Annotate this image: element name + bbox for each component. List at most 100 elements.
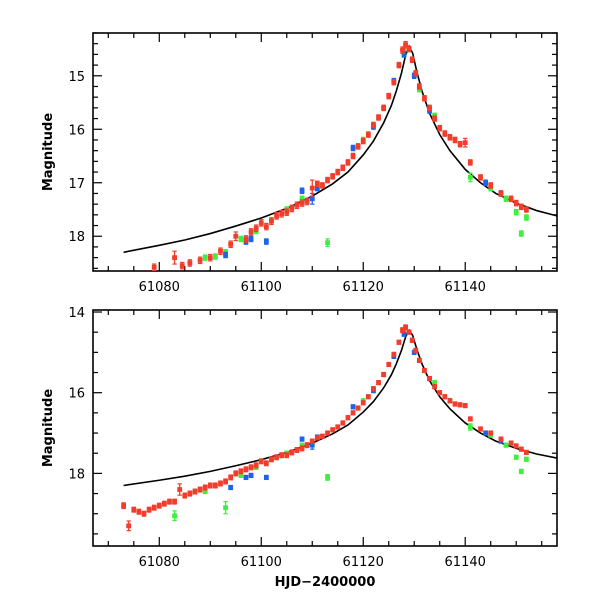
bottom-red-point: [437, 390, 443, 396]
top-red-point: [524, 207, 529, 212]
top-red-point: [314, 181, 320, 187]
top-red-point: [396, 62, 402, 68]
top-red-point: [248, 229, 254, 235]
top-red-point: [304, 199, 310, 204]
bottom-x-tick-label: 61140: [445, 555, 486, 570]
top-red-point: [403, 42, 408, 48]
top-red-point: [330, 173, 336, 179]
top-red-point: [360, 138, 366, 144]
bottom-panel: Magnitude HJD−2400000 61080 61100 61120 611…: [41, 306, 558, 590]
bottom-red-point: [136, 509, 142, 515]
top-red-point: [355, 143, 361, 149]
bottom-red-point: [202, 485, 208, 490]
bottom-red-point: [167, 499, 172, 505]
top-blue-point: [223, 252, 228, 258]
top-red-point: [478, 175, 483, 180]
bottom-green-point: [518, 468, 524, 474]
top-y-tick-label: 17: [68, 177, 85, 192]
bottom-red-point: [355, 405, 361, 411]
top-red-point: [442, 131, 448, 136]
bottom-green-point: [513, 454, 519, 460]
bottom-red-point: [126, 523, 132, 529]
bottom-xlabel: HJD−2400000: [275, 575, 376, 590]
bottom-red-point: [187, 491, 193, 496]
bottom-red-point: [403, 324, 408, 330]
bottom-red-point: [400, 327, 405, 333]
bottom-green-point: [524, 456, 529, 462]
bottom-red-point: [177, 487, 183, 492]
top-red-point: [447, 134, 453, 140]
bottom-green-point: [223, 505, 228, 511]
top-green-point: [325, 240, 330, 246]
top-red-point: [518, 204, 524, 210]
top-red-point: [406, 46, 412, 52]
bottom-red-point: [396, 339, 402, 345]
bottom-red-point: [381, 372, 387, 377]
bottom-red-point: [350, 410, 356, 416]
bottom-blue-point: [228, 485, 234, 490]
bottom-red-point: [309, 438, 315, 444]
top-x-tick-label: 61080: [139, 280, 180, 295]
bottom-red-point: [253, 462, 259, 468]
bottom-red-point: [274, 454, 279, 460]
top-red-point: [345, 160, 351, 165]
bottom-red-point: [223, 479, 228, 484]
bottom-red-point: [263, 460, 269, 466]
bottom-red-point: [182, 493, 188, 498]
bottom-red-point: [376, 380, 381, 386]
top-red-point: [197, 257, 203, 263]
top-red-point: [400, 47, 405, 53]
top-blue-point: [350, 145, 356, 151]
bottom-x-tick-label: 61100: [241, 555, 282, 570]
bottom-red-point: [488, 430, 494, 436]
top-red-point: [376, 115, 381, 120]
top-red-point: [179, 263, 185, 269]
bottom-red-point: [294, 447, 300, 453]
bottom-blue-point: [483, 430, 489, 436]
bottom-y-tick-label: 16: [68, 387, 85, 402]
top-x-tick-label: 61100: [241, 280, 282, 295]
top-y-tick-label: 15: [68, 70, 85, 85]
top-ylabel: Magnitude: [41, 113, 56, 192]
top-blue-point: [248, 236, 254, 242]
bottom-green-point: [172, 513, 177, 519]
bottom-red-point: [422, 368, 427, 373]
bottom-red-point: [518, 446, 524, 452]
top-red-point: [413, 70, 419, 76]
top-red-point: [365, 132, 371, 138]
top-model-curve: [123, 44, 557, 254]
top-blue-point: [309, 196, 315, 202]
bottom-red-point: [212, 483, 218, 488]
bottom-red-point: [320, 433, 325, 439]
bottom-red-point: [218, 481, 223, 486]
bottom-red-point: [146, 507, 152, 513]
top-red-point: [437, 125, 443, 131]
top-red-point: [172, 255, 177, 261]
bottom-red-point: [427, 376, 432, 381]
top-red-point: [462, 140, 468, 146]
bottom-red-point: [447, 398, 453, 404]
bottom-red-point: [131, 507, 137, 513]
top-red-point: [233, 233, 239, 239]
bottom-green-point: [238, 473, 244, 478]
top-red-point: [409, 57, 415, 63]
bottom-red-point: [238, 468, 244, 474]
bottom-green-point: [467, 424, 473, 430]
bottom-data-layer: [121, 324, 557, 532]
bottom-red-point: [478, 426, 483, 432]
bottom-red-point: [161, 501, 167, 507]
bottom-blue-point: [243, 475, 249, 480]
bottom-red-point: [467, 416, 473, 422]
top-red-point: [381, 105, 387, 111]
top-green-point: [212, 254, 218, 259]
bottom-y-tick-label: 18: [68, 467, 85, 482]
top-panel: Magnitude 61080 61100 61120 61140 15 16 17 18: [41, 32, 558, 295]
top-green-point: [503, 196, 509, 202]
top-red-point: [335, 169, 341, 175]
bottom-red-point: [330, 427, 336, 433]
top-red-point: [498, 191, 504, 196]
top-red-point: [340, 165, 346, 171]
top-red-point: [309, 185, 315, 191]
bottom-red-point: [299, 445, 305, 451]
